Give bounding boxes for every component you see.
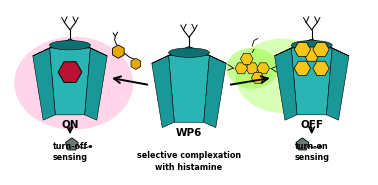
Polygon shape	[33, 48, 55, 120]
Polygon shape	[65, 138, 78, 150]
Ellipse shape	[235, 39, 328, 113]
Polygon shape	[152, 47, 189, 63]
Polygon shape	[294, 42, 311, 57]
Polygon shape	[240, 53, 253, 64]
Polygon shape	[204, 55, 226, 128]
Polygon shape	[70, 39, 107, 56]
Polygon shape	[274, 39, 312, 56]
Polygon shape	[296, 138, 309, 150]
Text: turn-off
sensing: turn-off sensing	[53, 142, 87, 162]
Polygon shape	[257, 63, 270, 74]
Polygon shape	[113, 45, 124, 58]
Polygon shape	[246, 63, 259, 74]
Polygon shape	[50, 48, 90, 115]
Ellipse shape	[226, 48, 278, 89]
Polygon shape	[294, 61, 311, 75]
Polygon shape	[85, 48, 107, 120]
Polygon shape	[291, 48, 332, 115]
Polygon shape	[327, 48, 349, 120]
Text: turn-on
sensing: turn-on sensing	[294, 142, 329, 162]
Text: WP6: WP6	[176, 128, 202, 138]
Polygon shape	[131, 58, 141, 69]
Polygon shape	[312, 39, 349, 56]
Text: OFF: OFF	[300, 120, 323, 130]
Polygon shape	[58, 62, 82, 82]
Polygon shape	[291, 39, 332, 48]
Polygon shape	[189, 47, 226, 63]
Ellipse shape	[14, 37, 133, 130]
Polygon shape	[152, 55, 174, 128]
Polygon shape	[251, 72, 264, 83]
Polygon shape	[304, 47, 320, 61]
Polygon shape	[169, 47, 209, 55]
Text: ON: ON	[61, 120, 79, 130]
Polygon shape	[313, 42, 329, 57]
Polygon shape	[33, 39, 70, 56]
Text: selective complexation
with histamine: selective complexation with histamine	[137, 151, 241, 172]
Ellipse shape	[169, 48, 209, 57]
Polygon shape	[50, 39, 90, 48]
Polygon shape	[235, 63, 248, 74]
Ellipse shape	[50, 41, 90, 50]
Polygon shape	[274, 48, 297, 120]
Polygon shape	[313, 61, 329, 75]
Polygon shape	[169, 55, 209, 122]
Ellipse shape	[291, 41, 332, 50]
